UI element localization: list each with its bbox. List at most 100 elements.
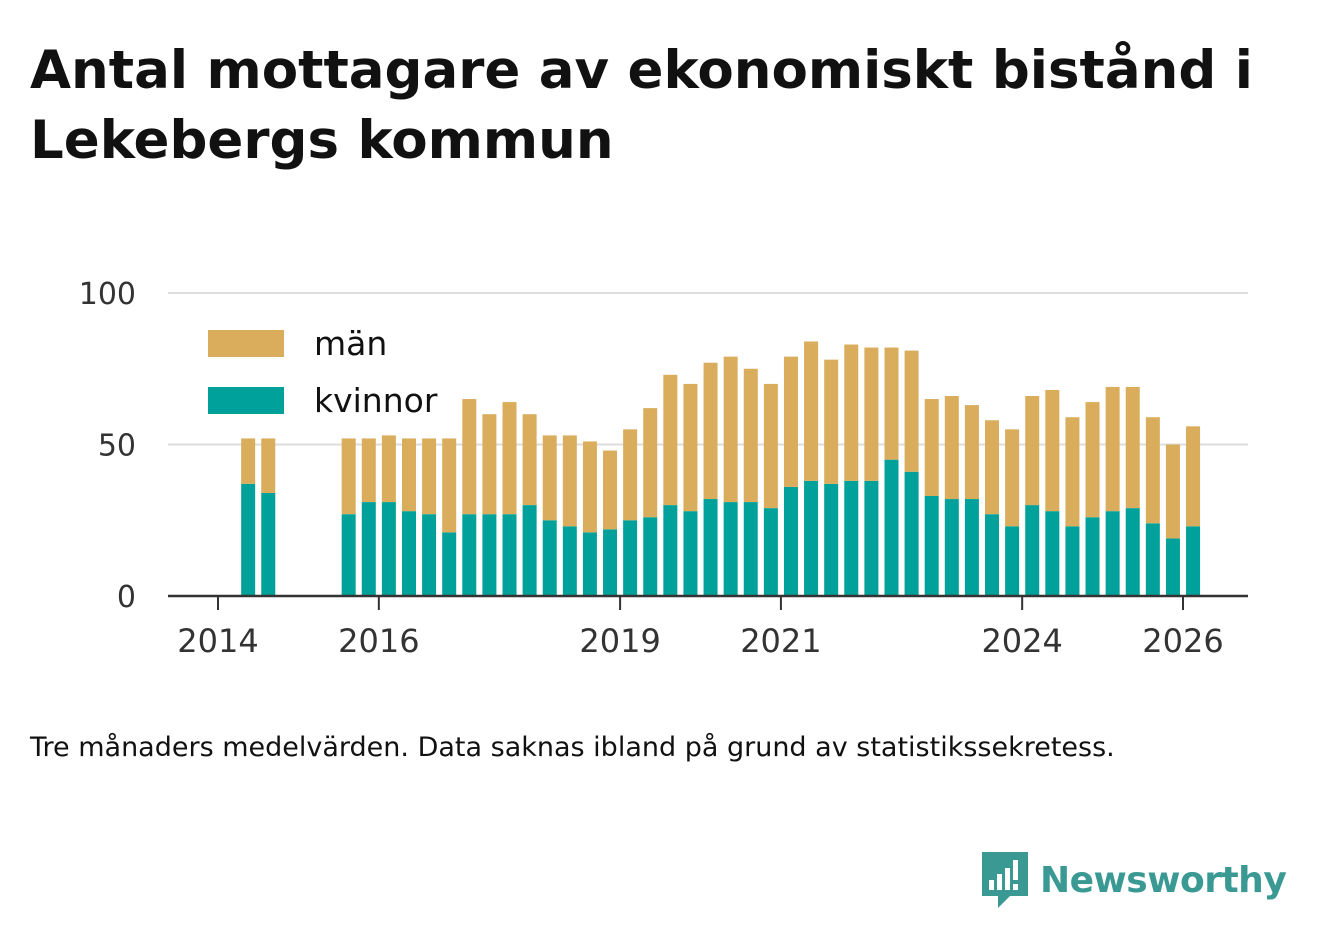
bar-man bbox=[623, 429, 638, 521]
bar-man bbox=[1165, 444, 1180, 539]
legend: män kvinnor bbox=[208, 324, 438, 420]
bar-kvinnor bbox=[1165, 538, 1180, 596]
y-axis: 0 50 100 bbox=[79, 277, 136, 615]
bar-kvinnor bbox=[964, 499, 979, 596]
bar-man bbox=[824, 359, 839, 484]
bar-kvinnor bbox=[1045, 511, 1060, 596]
bar-man bbox=[683, 383, 698, 512]
bar-man bbox=[502, 402, 517, 515]
bar-kvinnor bbox=[381, 502, 396, 596]
brand: Newsworthy bbox=[980, 850, 1287, 910]
bar-man bbox=[522, 414, 537, 506]
bar-man bbox=[723, 356, 738, 503]
bars bbox=[241, 341, 1201, 596]
bar-kvinnor bbox=[562, 526, 577, 596]
x-tick-label: 2019 bbox=[579, 622, 660, 660]
x-tick-label: 2021 bbox=[740, 622, 821, 660]
legend-swatch-women bbox=[208, 387, 284, 414]
bar-kvinnor bbox=[241, 483, 256, 596]
bar-kvinnor bbox=[1145, 523, 1160, 596]
x-tick-label: 2024 bbox=[981, 622, 1062, 660]
chart: 0 50 100 2014 2016 2019 2021 2024 2026 män kvin… bbox=[79, 277, 1248, 660]
bar-man bbox=[241, 438, 256, 484]
bar-man bbox=[442, 438, 457, 533]
bar-kvinnor bbox=[442, 532, 457, 596]
bar-man bbox=[562, 435, 577, 527]
bar-kvinnor bbox=[643, 517, 658, 596]
bar-man bbox=[1085, 402, 1100, 518]
bar-man bbox=[603, 450, 618, 530]
bar-kvinnor bbox=[401, 511, 416, 596]
bar-man bbox=[844, 344, 859, 481]
bar-kvinnor bbox=[1125, 508, 1140, 596]
x-tick-label: 2014 bbox=[177, 622, 258, 660]
bar-kvinnor bbox=[884, 459, 899, 596]
bar-kvinnor bbox=[522, 505, 537, 596]
bar-man bbox=[1145, 417, 1160, 524]
bar-kvinnor bbox=[462, 514, 477, 596]
y-tick-label: 50 bbox=[98, 429, 136, 464]
bar-kvinnor bbox=[1105, 511, 1120, 596]
bar-man bbox=[783, 356, 798, 487]
bar-man bbox=[1005, 429, 1020, 527]
bar-man bbox=[944, 396, 959, 500]
bar-kvinnor bbox=[603, 529, 618, 596]
bar-man bbox=[804, 341, 819, 481]
bar-kvinnor bbox=[683, 511, 698, 596]
bar-man bbox=[743, 368, 758, 503]
bar-man bbox=[422, 438, 437, 515]
chart-footnote: Tre månaders medelvärden. Data saknas ib… bbox=[30, 732, 1115, 763]
bar-man bbox=[643, 408, 658, 518]
bar-man bbox=[924, 399, 939, 497]
bar-kvinnor bbox=[1025, 505, 1040, 596]
bar-kvinnor bbox=[844, 480, 859, 596]
bar-man bbox=[1186, 426, 1201, 527]
legend-swatch-men bbox=[208, 330, 284, 357]
bar-man bbox=[542, 435, 557, 521]
bar-kvinnor bbox=[361, 502, 376, 596]
bar-kvinnor bbox=[482, 514, 497, 596]
bar-kvinnor bbox=[904, 471, 919, 596]
bar-man bbox=[381, 435, 396, 503]
bar-kvinnor bbox=[723, 502, 738, 596]
bar-man bbox=[904, 350, 919, 472]
bar-man bbox=[1065, 417, 1080, 527]
bar-kvinnor bbox=[422, 514, 437, 596]
chart-title: Antal mottagare av ekonomiskt bistånd i … bbox=[30, 40, 1253, 171]
bar-man bbox=[864, 347, 879, 481]
bar-kvinnor bbox=[663, 505, 678, 596]
bar-man bbox=[261, 438, 276, 493]
bar-kvinnor bbox=[783, 486, 798, 596]
bar-man bbox=[482, 414, 497, 515]
bar-kvinnor bbox=[985, 514, 1000, 596]
bar-kvinnor bbox=[542, 520, 557, 596]
x-axis: 2014 2016 2019 2021 2024 2026 bbox=[168, 594, 1248, 660]
bar-man bbox=[582, 441, 597, 533]
bar-kvinnor bbox=[341, 514, 356, 596]
bar-kvinnor bbox=[1186, 526, 1201, 596]
bar-kvinnor bbox=[1065, 526, 1080, 596]
y-tick-label: 100 bbox=[79, 277, 136, 312]
bar-kvinnor bbox=[1085, 517, 1100, 596]
bar-man bbox=[663, 374, 678, 506]
bar-man bbox=[703, 362, 718, 500]
newsworthy-logo-icon bbox=[982, 852, 1028, 908]
bar-man bbox=[401, 438, 416, 512]
brand-name: Newsworthy bbox=[1040, 859, 1287, 901]
bar-kvinnor bbox=[824, 483, 839, 596]
bar-kvinnor bbox=[502, 514, 517, 596]
x-tick-label: 2016 bbox=[338, 622, 419, 660]
x-tick-label: 2026 bbox=[1142, 622, 1223, 660]
bar-man bbox=[985, 420, 1000, 515]
bar-kvinnor bbox=[944, 499, 959, 596]
y-tick-label: 0 bbox=[117, 580, 136, 615]
bar-kvinnor bbox=[582, 532, 597, 596]
bar-kvinnor bbox=[804, 480, 819, 596]
bar-man bbox=[1125, 386, 1140, 509]
bar-kvinnor bbox=[261, 492, 276, 596]
bar-man bbox=[964, 405, 979, 500]
bar-man bbox=[462, 399, 477, 515]
legend-label-men: män bbox=[314, 324, 387, 363]
legend-label-women: kvinnor bbox=[314, 381, 438, 420]
bar-man bbox=[361, 438, 376, 503]
